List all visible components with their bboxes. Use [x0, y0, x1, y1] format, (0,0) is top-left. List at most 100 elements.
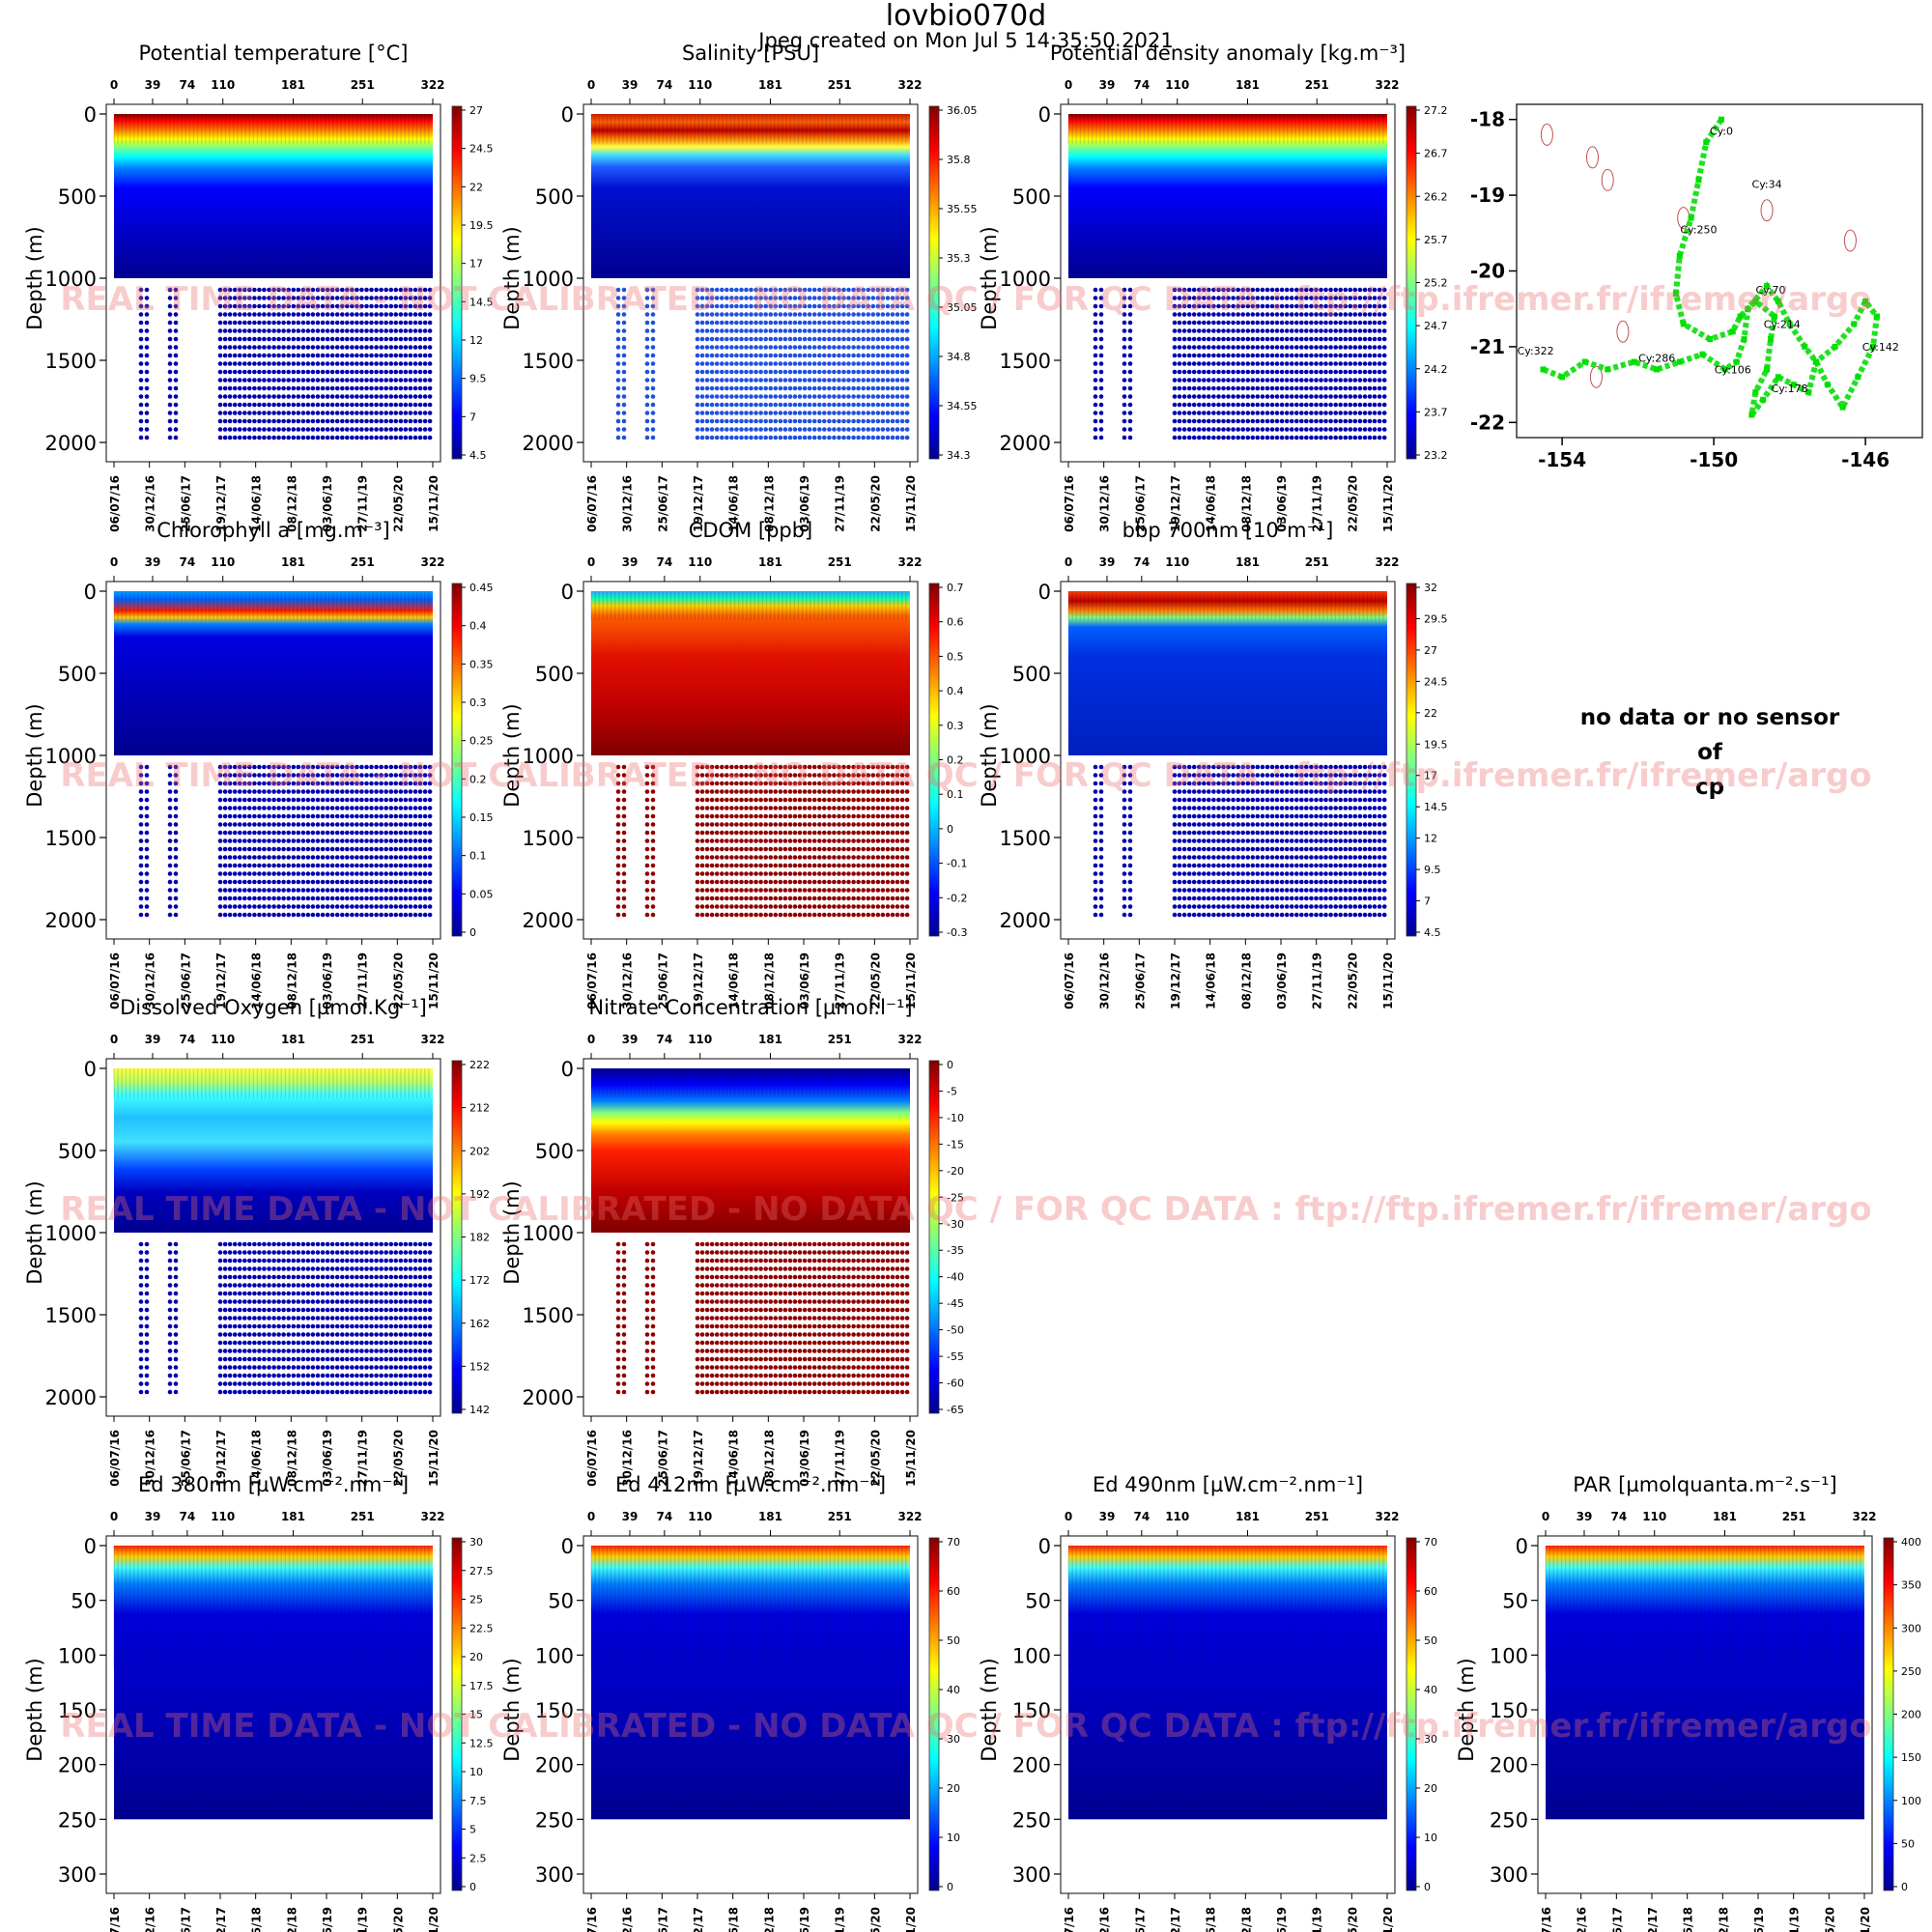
profile-dot — [615, 806, 621, 810]
profile-dot — [246, 427, 252, 432]
profile-dot — [753, 830, 758, 836]
depth-tick-label: 1500 — [1000, 350, 1051, 373]
profile-dot — [1202, 394, 1207, 399]
profile-dot — [281, 411, 286, 415]
profile-dot — [1323, 303, 1328, 309]
profile-dot — [232, 879, 238, 885]
profile-dot — [384, 895, 389, 901]
profile-dot — [650, 871, 656, 876]
profile-dot — [753, 435, 758, 440]
profile-dot — [257, 888, 262, 893]
profile-dot — [276, 797, 281, 803]
profile-dot — [1367, 287, 1373, 293]
profile-dot — [1255, 320, 1261, 326]
profile-dot — [827, 394, 832, 399]
profile-dot — [744, 287, 749, 293]
profile-dot — [417, 328, 423, 333]
profile-dot — [257, 912, 262, 918]
profile-dot — [749, 863, 753, 868]
profile-dot — [753, 378, 758, 383]
profile-dot — [1284, 345, 1290, 350]
trajectory-point — [1790, 382, 1797, 388]
profile-dot — [1264, 287, 1270, 293]
profile-dot — [787, 773, 793, 778]
profile-dot — [724, 361, 729, 366]
profile-dot — [1309, 303, 1314, 309]
profile-dot — [359, 369, 364, 375]
profile-dot — [782, 813, 788, 819]
profile-dot — [267, 904, 271, 909]
profile-dot — [315, 789, 321, 794]
profile-dot — [1284, 435, 1290, 440]
profile-dot — [734, 863, 739, 868]
profile-dot — [217, 418, 223, 424]
profile-dot — [1226, 418, 1231, 424]
profile-dot — [388, 773, 394, 778]
profile-dot — [1245, 312, 1251, 317]
profile-dot — [1122, 402, 1127, 408]
cycle-tick-label: 0 — [110, 555, 118, 569]
colorbar-tick-label: 0.15 — [469, 811, 494, 824]
colorbar-tick-label: 36.05 — [947, 104, 978, 117]
profile-dot — [724, 895, 729, 901]
profile-dot — [345, 312, 350, 317]
profile-dot — [621, 879, 627, 885]
profile-dot — [1352, 361, 1358, 366]
profile-dot — [1221, 303, 1226, 309]
profile-dot — [355, 369, 359, 375]
profile-dot — [138, 427, 144, 432]
profile-dot — [1216, 312, 1221, 317]
profile-dot — [222, 345, 228, 350]
profile-dot — [1231, 411, 1236, 415]
profile-dot — [222, 369, 228, 375]
profile-dot — [427, 385, 433, 391]
profile-dot — [768, 361, 774, 366]
profile-dot — [227, 830, 233, 836]
profile-dot — [384, 822, 389, 827]
profile-dot — [773, 855, 779, 860]
profile-dot — [310, 378, 316, 383]
profile-dot — [257, 895, 262, 901]
profile-dot — [417, 846, 423, 852]
profile-dot — [1250, 303, 1256, 309]
profile-dot — [739, 813, 744, 819]
profile-dot — [315, 764, 321, 770]
profile-dot — [739, 879, 744, 885]
profile-dot — [1197, 312, 1202, 317]
trajectory-point — [1760, 396, 1767, 403]
profile-dot — [329, 345, 335, 350]
profile-dot — [811, 312, 817, 317]
profile-dot — [1260, 378, 1265, 383]
profile-dot — [291, 411, 297, 415]
profile-dot — [837, 353, 841, 358]
colorbar-tick-label: 27.2 — [1424, 104, 1448, 117]
profile-dot — [773, 435, 779, 440]
profile-dot — [257, 296, 262, 300]
profile-dot — [1357, 418, 1363, 424]
profile-dot — [315, 879, 321, 885]
profile-dot — [1236, 418, 1240, 424]
profile-dot — [1323, 369, 1328, 375]
profile-dot — [1279, 312, 1285, 317]
profile-dot — [837, 296, 841, 300]
profile-dot — [1093, 418, 1098, 424]
profile-dot — [792, 394, 798, 399]
profile-dot — [1333, 320, 1338, 326]
profile-dot — [1207, 427, 1211, 432]
profile-dot — [650, 838, 656, 843]
cycle-tick-label: 251 — [351, 555, 375, 569]
profile-dot — [763, 361, 768, 366]
profile-dot — [822, 287, 827, 293]
profile-dot — [1172, 418, 1178, 424]
profile-dot — [875, 394, 881, 399]
profile-dot — [1211, 435, 1216, 440]
profile-dot — [1309, 369, 1314, 375]
profile-dot — [739, 418, 744, 424]
profile-dot — [758, 838, 763, 843]
trajectory-point — [1839, 404, 1846, 411]
profile-dot — [1338, 427, 1343, 432]
profile-dot — [364, 822, 369, 827]
profile-dot — [173, 320, 179, 326]
profile-dot — [729, 806, 734, 810]
profile-dot — [232, 345, 238, 350]
